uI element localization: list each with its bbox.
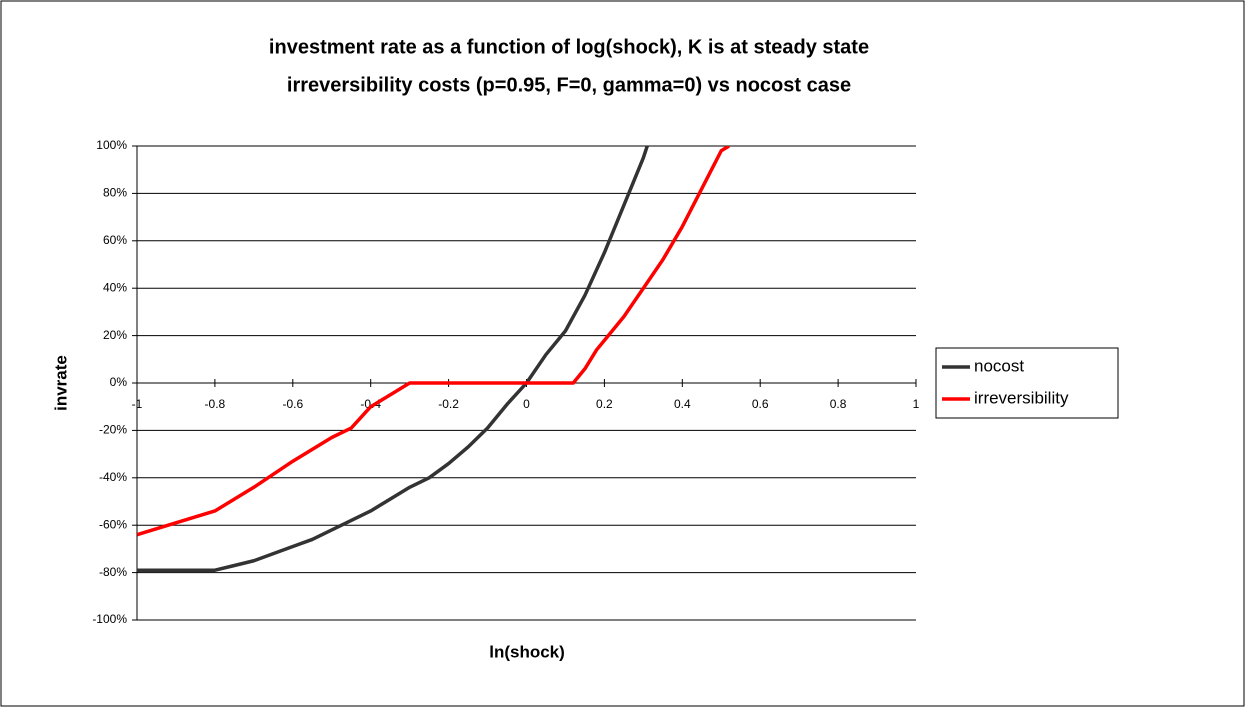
y-tick-label: 60%	[103, 233, 127, 247]
y-tick-label: 40%	[103, 280, 127, 294]
series-line	[137, 146, 730, 537]
y-tick-label: -100%	[92, 612, 127, 626]
x-tick-label: 1	[913, 397, 920, 411]
x-tick-label: 0.2	[596, 397, 613, 411]
y-tick-label: -60%	[99, 517, 127, 531]
legend-box	[935, 347, 1119, 419]
y-tick-label: -80%	[99, 565, 127, 579]
legend-label: nocost	[974, 356, 1024, 375]
x-tick-label: -0.4	[360, 397, 381, 411]
legend-label: irreversibility	[974, 388, 1069, 407]
y-tick-label: 0%	[110, 375, 128, 389]
x-tick-label: 0	[523, 397, 530, 411]
y-tick-label: -40%	[99, 470, 127, 484]
y-tick-label: 80%	[103, 186, 127, 200]
series-line	[137, 146, 649, 572]
x-tick-label: -1	[132, 397, 143, 411]
chart-title: investment rate as a function of log(sho…	[269, 36, 869, 58]
x-tick-label: 0.8	[830, 397, 847, 411]
x-axis-label: ln(shock)	[489, 642, 565, 661]
x-tick-label: -0.6	[282, 397, 303, 411]
x-tick-label: 0.6	[752, 397, 769, 411]
plot-lines	[137, 146, 730, 572]
y-tick-label: -20%	[99, 423, 127, 437]
x-tick-label: -0.8	[205, 397, 226, 411]
chart-subtitle: irreversibility costs (p=0.95, F=0, gamm…	[287, 74, 851, 96]
y-axis-label: invrate	[51, 355, 70, 411]
y-tick-label: 20%	[103, 328, 127, 342]
x-tick-label: 0.4	[674, 397, 691, 411]
y-tick-label: 100%	[96, 138, 127, 152]
x-tick-label: -0.2	[438, 397, 459, 411]
